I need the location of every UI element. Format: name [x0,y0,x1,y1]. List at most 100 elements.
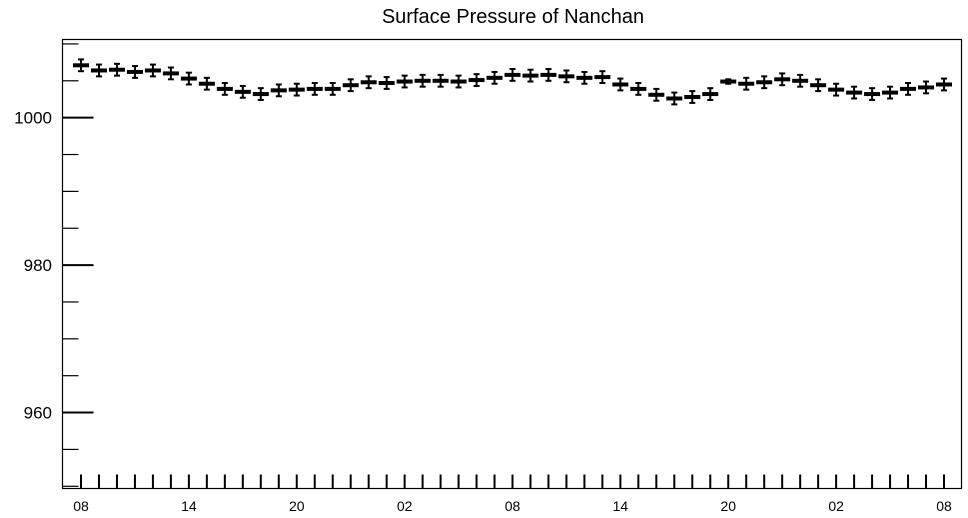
point-marker [558,74,575,79]
data-point [234,84,251,99]
data-point [288,82,305,97]
data-point [73,58,89,73]
x-tick-label: 08 [936,498,952,514]
point-marker [612,82,629,87]
x-tick-label: 02 [828,498,844,514]
data-point [306,81,323,96]
data-point [846,85,863,100]
data-point [900,81,917,96]
point-marker [90,68,107,73]
point-marker [73,63,89,68]
point-marker [810,83,827,88]
y-tick-label: 960 [24,404,52,423]
x-tick-label: 14 [181,498,197,514]
x-tick-label: 14 [613,498,629,514]
point-marker [630,86,647,91]
point-marker [576,75,593,80]
data-point [126,65,143,79]
point-marker [756,80,773,85]
data-point [450,74,467,89]
data-point [396,74,413,89]
data-point [342,78,359,93]
point-marker [252,92,269,97]
point-marker [900,86,917,91]
data-point [144,63,161,78]
data-point [216,81,233,96]
chart-title: Surface Pressure of Nanchan [382,6,644,28]
x-tick-label: 20 [720,498,736,514]
x-tick-label: 08 [73,498,89,514]
data-point [612,77,629,92]
data-point [486,70,503,85]
data-point [522,68,539,83]
data-point [810,78,827,93]
point-marker [234,89,251,94]
x-tick-label: 08 [505,498,521,514]
data-point [630,81,647,96]
point-marker [882,90,899,95]
point-marker [342,83,359,88]
data-point [936,77,952,92]
data-point [504,67,521,82]
data-point [360,75,377,90]
data-point [558,69,575,84]
point-marker [144,68,161,73]
x-tick-label: 20 [289,498,305,514]
point-marker [180,76,197,81]
data-point [792,73,809,88]
data-point [594,70,611,84]
data-point [666,91,683,106]
point-marker [918,85,935,90]
point-marker [648,92,665,97]
point-marker [126,69,143,74]
y-tick-label: 1000 [14,109,52,128]
data-point [432,73,449,88]
point-marker [864,92,881,97]
data-point [864,87,881,101]
point-marker [684,95,701,100]
data-point [468,73,485,87]
point-marker [504,72,521,77]
data-point [270,83,287,98]
data-point [252,87,269,101]
point-marker [360,80,377,85]
data-point [414,73,431,88]
data-point [576,70,593,85]
data-point [648,87,665,102]
y-axis: 960 980 1000 [14,43,94,487]
x-axis: 08 14 20 02 08 14 20 02 08 [73,474,952,514]
point-marker [792,78,809,83]
point-marker [738,81,755,86]
point-marker [468,78,485,83]
data-point [162,66,179,81]
point-marker [450,79,467,84]
point-marker [846,90,863,95]
data-point [540,67,557,82]
point-marker [702,92,719,97]
data-point [774,72,791,87]
plot-frame [61,38,963,490]
point-marker [288,87,305,92]
data-point [324,81,341,96]
point-marker [324,86,341,91]
point-marker [306,86,323,91]
data-point [828,82,845,97]
point-marker [774,77,791,82]
point-marker [270,88,287,93]
point-marker [540,72,557,77]
point-marker [594,75,611,80]
y-tick-label: 980 [24,256,52,275]
x-tick-label: 02 [397,498,413,514]
point-marker [936,82,952,87]
data-point [180,71,197,86]
data-point [720,78,737,85]
point-marker [828,87,845,92]
point-marker [198,81,215,86]
data-point [108,62,125,77]
point-marker [666,96,683,101]
data-point [198,76,215,91]
data-point [738,76,755,91]
point-marker [720,79,737,84]
data-point [702,87,719,101]
